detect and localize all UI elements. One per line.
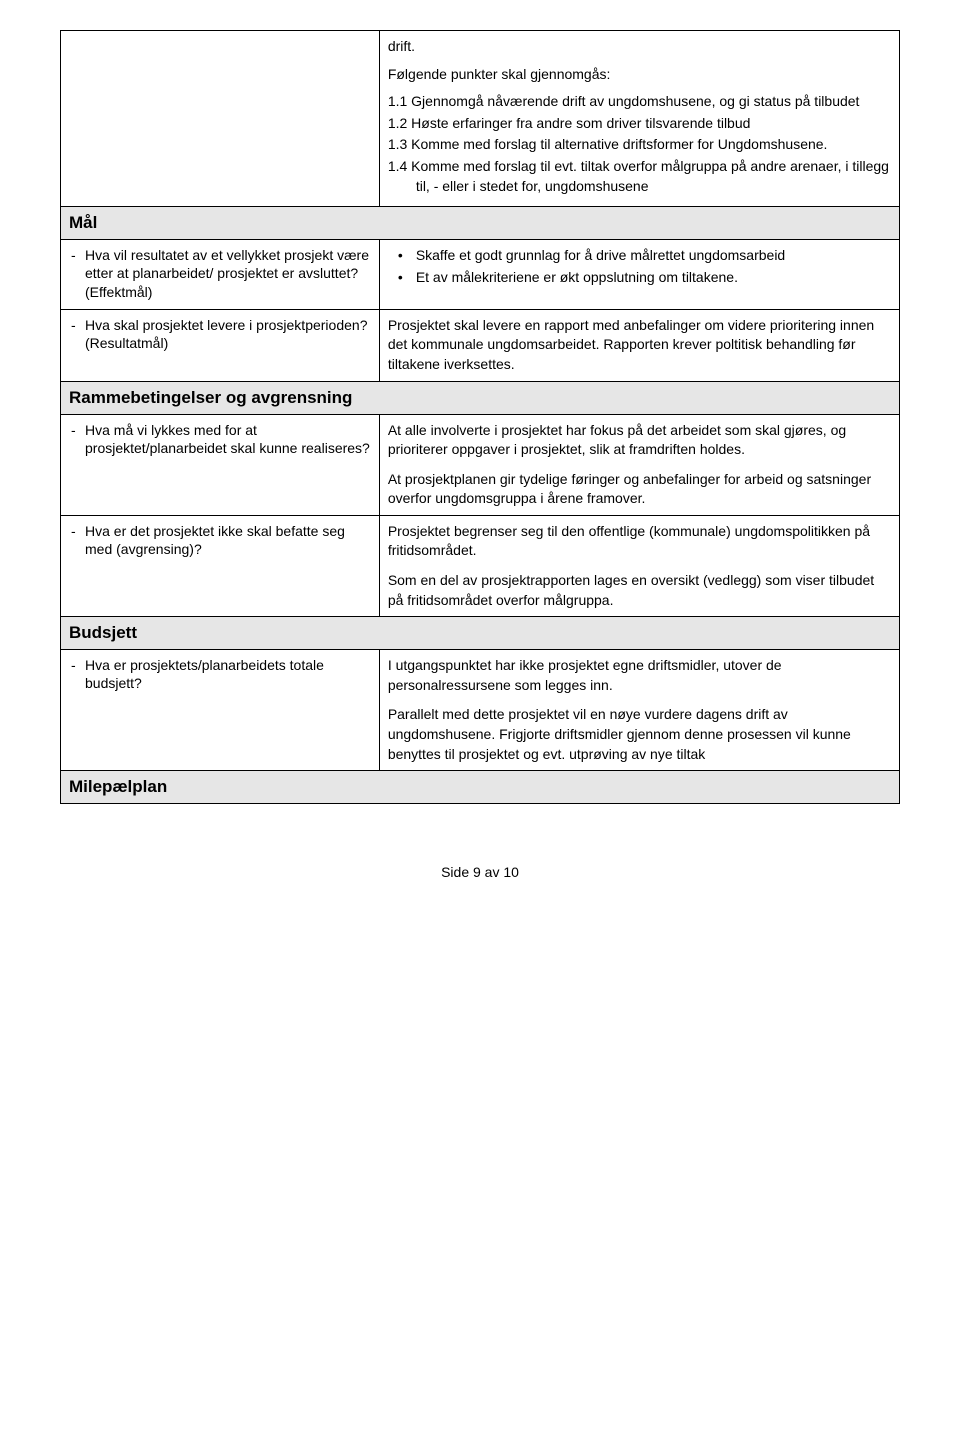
mal-a1-cell: Skaffe et godt grunnlag for å drive målr…: [379, 240, 899, 310]
budsjett-a1-cell: I utgangspunktet har ikke prosjektet egn…: [379, 650, 899, 771]
intro-row: drift. Følgende punkter skal gjennomgås:…: [61, 31, 900, 207]
mal-q2: Hva skal prosjektet levere i prosjektper…: [69, 316, 371, 352]
mal-row-2: Hva skal prosjektet levere i prosjektper…: [61, 309, 900, 381]
ramme-row-2: Hva er det prosjektet ikke skal befatte …: [61, 515, 900, 616]
mal-row-1: Hva vil resultatet av et vellykket prosj…: [61, 240, 900, 310]
intro-list: 1.1 Gjennomgå nåværende drift av ungdoms…: [388, 92, 891, 196]
document-table: drift. Følgende punkter skal gjennomgås:…: [60, 30, 900, 804]
intro-line2: Følgende punkter skal gjennomgås:: [388, 65, 891, 85]
ramme-row-1: Hva må vi lykkes med for at prosjektet/p…: [61, 414, 900, 515]
page-footer: Side 9 av 10: [60, 864, 900, 880]
ramme-q1-cell: Hva må vi lykkes med for at prosjektet/p…: [61, 414, 380, 515]
mal-a2-cell: Prosjektet skal levere en rapport med an…: [379, 309, 899, 381]
ramme-q2-cell: Hva er det prosjektet ikke skal befatte …: [61, 515, 380, 616]
ramme-a1-p2: At prosjektplanen gir tydelige føringer …: [388, 470, 891, 509]
section-header-budsjett: Budsjett: [61, 617, 900, 650]
mal-a1-bullet-2: Et av målekriteriene er økt oppslutning …: [388, 268, 891, 288]
mal-a2: Prosjektet skal levere en rapport med an…: [388, 316, 891, 375]
section-header-ramme: Rammebetingelser og avgrensning: [61, 381, 900, 414]
ramme-a1-cell: At alle involverte i prosjektet har foku…: [379, 414, 899, 515]
budsjett-q1: Hva er prosjektets/planarbeidets totale …: [69, 656, 371, 692]
intro-line1: drift.: [388, 37, 891, 57]
intro-item-1: 1.1 Gjennomgå nåværende drift av ungdoms…: [388, 92, 891, 112]
section-title-budsjett: Budsjett: [61, 617, 900, 650]
ramme-a2-p1: Prosjektet begrenser seg til den offentl…: [388, 522, 891, 561]
ramme-q2: Hva er det prosjektet ikke skal befatte …: [69, 522, 371, 558]
intro-item-3: 1.3 Komme med forslag til alternative dr…: [388, 135, 891, 155]
section-header-milepel: Milepælplan: [61, 771, 900, 804]
ramme-q1: Hva må vi lykkes med for at prosjektet/p…: [69, 421, 371, 457]
mal-a1-list: Skaffe et godt grunnlag for å drive målr…: [388, 246, 891, 287]
section-title-mal: Mål: [61, 207, 900, 240]
budsjett-a1-p2: Parallelt med dette prosjektet vil en nø…: [388, 705, 891, 764]
mal-q1: Hva vil resultatet av et vellykket prosj…: [69, 246, 371, 301]
mal-a1-bullet-1: Skaffe et godt grunnlag for å drive målr…: [388, 246, 891, 266]
section-header-mal: Mål: [61, 207, 900, 240]
section-title-milepel: Milepælplan: [61, 771, 900, 804]
intro-item-2: 1.2 Høste erfaringer fra andre som drive…: [388, 114, 891, 134]
ramme-a2-cell: Prosjektet begrenser seg til den offentl…: [379, 515, 899, 616]
mal-q2-cell: Hva skal prosjektet levere i prosjektper…: [61, 309, 380, 381]
intro-right: drift. Følgende punkter skal gjennomgås:…: [379, 31, 899, 207]
ramme-a1-p1: At alle involverte i prosjektet har foku…: [388, 421, 891, 460]
intro-item-4: 1.4 Komme med forslag til evt. tiltak ov…: [388, 157, 891, 196]
ramme-a2-p2: Som en del av prosjektrapporten lages en…: [388, 571, 891, 610]
mal-q1-cell: Hva vil resultatet av et vellykket prosj…: [61, 240, 380, 310]
section-title-ramme: Rammebetingelser og avgrensning: [61, 381, 900, 414]
budsjett-a1-p1: I utgangspunktet har ikke prosjektet egn…: [388, 656, 891, 695]
intro-left-empty: [61, 31, 380, 207]
budsjett-row-1: Hva er prosjektets/planarbeidets totale …: [61, 650, 900, 771]
budsjett-q1-cell: Hva er prosjektets/planarbeidets totale …: [61, 650, 380, 771]
